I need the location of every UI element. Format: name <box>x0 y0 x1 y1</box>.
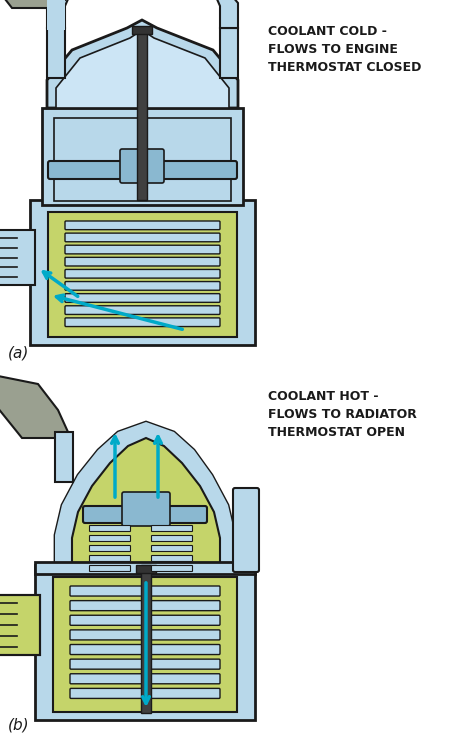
FancyBboxPatch shape <box>65 269 220 278</box>
Bar <box>141 565 151 713</box>
FancyBboxPatch shape <box>70 601 220 610</box>
FancyBboxPatch shape <box>152 556 192 562</box>
Text: COOLANT HOT -
FLOWS TO RADIATOR
THERMOSTAT OPEN: COOLANT HOT - FLOWS TO RADIATOR THERMOST… <box>268 390 417 439</box>
Bar <box>55 432 73 482</box>
FancyBboxPatch shape <box>65 294 220 303</box>
FancyBboxPatch shape <box>48 161 237 179</box>
Polygon shape <box>47 0 238 28</box>
FancyBboxPatch shape <box>152 545 192 551</box>
Bar <box>48 212 237 337</box>
Bar <box>54 118 231 201</box>
Bar <box>0 595 40 655</box>
FancyBboxPatch shape <box>90 525 130 531</box>
Text: COOLANT COLD -
FLOWS TO ENGINE
THERMOSTAT CLOSED: COOLANT COLD - FLOWS TO ENGINE THERMOSTA… <box>268 25 421 74</box>
FancyBboxPatch shape <box>122 492 170 526</box>
FancyBboxPatch shape <box>65 233 220 242</box>
FancyBboxPatch shape <box>65 258 220 266</box>
Polygon shape <box>55 422 235 565</box>
Polygon shape <box>0 0 65 8</box>
FancyBboxPatch shape <box>70 630 220 640</box>
Bar <box>220 28 238 78</box>
Bar <box>136 565 156 573</box>
Text: (b): (b) <box>8 718 29 733</box>
Bar <box>137 28 147 200</box>
Polygon shape <box>56 30 229 108</box>
FancyBboxPatch shape <box>152 565 192 571</box>
Polygon shape <box>55 422 235 565</box>
FancyBboxPatch shape <box>65 281 220 290</box>
FancyBboxPatch shape <box>65 245 220 254</box>
FancyBboxPatch shape <box>233 488 259 572</box>
FancyBboxPatch shape <box>90 556 130 562</box>
FancyBboxPatch shape <box>90 536 130 542</box>
FancyBboxPatch shape <box>90 545 130 551</box>
FancyBboxPatch shape <box>65 221 220 229</box>
Bar <box>47 28 65 78</box>
Bar <box>53 577 237 712</box>
FancyBboxPatch shape <box>30 200 255 345</box>
FancyBboxPatch shape <box>90 565 130 571</box>
Bar <box>0 595 40 655</box>
FancyBboxPatch shape <box>35 565 255 720</box>
FancyBboxPatch shape <box>70 586 220 596</box>
Polygon shape <box>0 376 68 438</box>
Polygon shape <box>47 20 238 108</box>
Text: (a): (a) <box>8 346 29 361</box>
FancyBboxPatch shape <box>70 673 220 684</box>
Bar <box>35 562 255 574</box>
FancyBboxPatch shape <box>152 536 192 542</box>
FancyBboxPatch shape <box>83 506 207 523</box>
FancyBboxPatch shape <box>70 615 220 625</box>
FancyBboxPatch shape <box>70 645 220 655</box>
Bar <box>132 26 152 34</box>
FancyBboxPatch shape <box>120 149 164 183</box>
Bar <box>47 0 65 30</box>
FancyBboxPatch shape <box>65 306 220 314</box>
FancyBboxPatch shape <box>42 108 243 205</box>
FancyBboxPatch shape <box>70 688 220 699</box>
FancyBboxPatch shape <box>70 659 220 669</box>
Bar <box>0 230 35 285</box>
Bar <box>53 577 237 712</box>
Bar <box>48 212 237 337</box>
FancyBboxPatch shape <box>152 525 192 531</box>
FancyBboxPatch shape <box>65 318 220 326</box>
